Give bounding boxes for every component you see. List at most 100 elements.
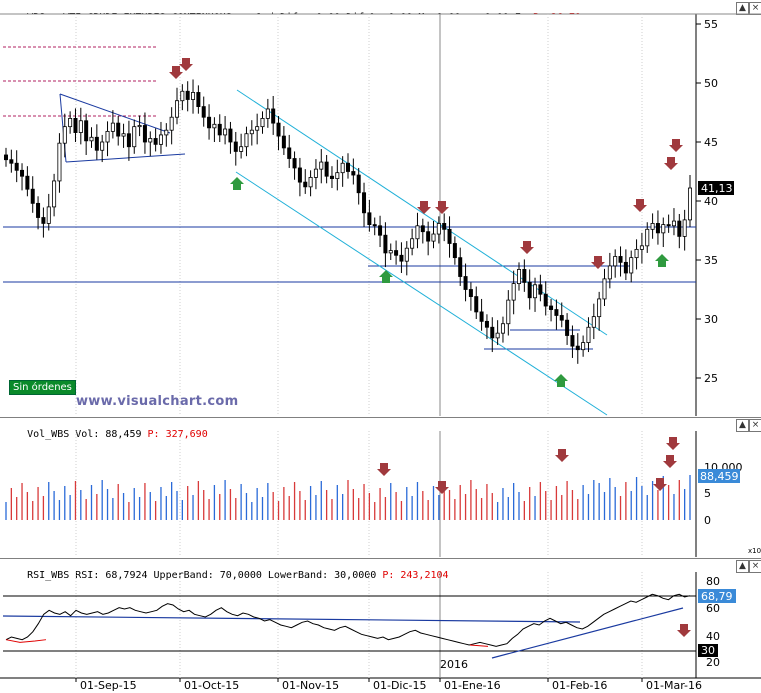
- candle-body: [602, 278, 607, 300]
- candle-body: [586, 326, 591, 344]
- buy-arrow-icon: [554, 374, 568, 387]
- rsi-pane-maximize-button[interactable]: ▲: [736, 560, 749, 573]
- rsi-oversold-segment: [469, 644, 489, 647]
- candle-body: [388, 250, 393, 254]
- date-label: 01-Mar-16: [646, 679, 702, 692]
- candle-body: [378, 225, 383, 236]
- candle-body: [180, 90, 185, 102]
- rsi-lower-value-label: 30: [701, 644, 715, 657]
- sell-arrow-icon: [435, 201, 449, 214]
- rsi-ytick-label: 20: [706, 656, 720, 669]
- price-ytick-label: 35: [704, 254, 718, 267]
- candle-body: [116, 122, 121, 137]
- candle-body: [533, 284, 538, 299]
- candle-body: [36, 202, 41, 218]
- rsi-lower-value-box: [698, 644, 718, 657]
- candle-body: [244, 133, 249, 148]
- candle-body: [570, 335, 575, 347]
- buy-arrow-icon: [379, 270, 393, 283]
- candle-body: [287, 147, 292, 159]
- candle-body: [126, 133, 131, 148]
- date-label: 01-Nov-15: [282, 679, 339, 692]
- candle-body: [431, 233, 436, 242]
- candle-body: [559, 315, 564, 321]
- candle-body: [383, 234, 388, 254]
- candle-body: [14, 162, 19, 171]
- candle-body: [607, 265, 612, 280]
- candle-body: [565, 319, 570, 336]
- candle-body: [468, 289, 473, 297]
- date-label: 01-Oct-15: [184, 679, 239, 692]
- sell-arrow-icon: [663, 455, 677, 468]
- candle-body: [666, 224, 671, 227]
- rsi-resistance-line: [2, 615, 581, 623]
- price-last-value-box: [698, 181, 734, 195]
- candle-body: [164, 129, 169, 136]
- price-ytick-label: 55: [704, 18, 718, 31]
- candle-body: [153, 138, 158, 145]
- sell-arrow-icon: [666, 437, 680, 450]
- rsi-pane[interactable]: RSI_WBS RSI: 68,7924 UpperBand: 70,0000 …: [0, 558, 761, 693]
- date-label: 01-Dic-15: [373, 679, 427, 692]
- candle-body: [506, 299, 511, 325]
- candle-body: [335, 172, 340, 179]
- candle-body: [554, 309, 559, 316]
- candle-body: [201, 106, 206, 118]
- candle-body: [410, 238, 415, 249]
- sell-arrow-icon: [435, 481, 449, 494]
- candle-body: [474, 296, 479, 313]
- candle-body: [479, 311, 484, 322]
- price-pane[interactable]: WBS - WTI CRUDE FUTURES CONTINUOUS - 1 d…: [0, 0, 761, 416]
- buy-arrow-icon: [230, 177, 244, 190]
- candle-body: [511, 283, 516, 301]
- candle-body: [94, 136, 99, 151]
- candle-body: [105, 130, 110, 143]
- sell-arrow-icon: [417, 201, 431, 214]
- candle-body: [484, 320, 489, 328]
- volume-pane[interactable]: Vol_WBS Vol: 88,459 P: 327,690 ▲ × 10,00…: [0, 417, 761, 557]
- candle-body: [89, 136, 94, 142]
- candle-body: [158, 134, 163, 145]
- candle-body: [169, 116, 174, 131]
- volume-pane-close-button[interactable]: ×: [749, 419, 761, 432]
- candle-body: [372, 224, 377, 227]
- price-chart[interactable]: 25 30 35 40 45 50 55 41,13: [0, 0, 761, 416]
- candle-body: [319, 161, 324, 170]
- date-label: 01-Ene-16: [444, 679, 501, 692]
- candle-body: [25, 175, 30, 190]
- sell-arrow-icon: [520, 241, 534, 254]
- price-ytick-label: 40: [704, 195, 718, 208]
- volume-pane-maximize-button[interactable]: ▲: [736, 419, 749, 432]
- candle-body: [629, 257, 634, 274]
- rsi-pane-close-button[interactable]: ×: [749, 560, 761, 573]
- candle-body: [495, 332, 500, 339]
- candle-body: [281, 135, 286, 149]
- candle-body: [228, 128, 233, 143]
- candle-body: [297, 167, 302, 183]
- candle-body: [527, 282, 532, 299]
- sell-arrow-icon: [591, 256, 605, 269]
- candle-body: [57, 142, 62, 182]
- candle-body: [174, 100, 179, 118]
- candle-body: [68, 118, 73, 128]
- candle-body: [420, 225, 425, 233]
- candle-body: [415, 225, 420, 240]
- candle-body: [442, 223, 447, 230]
- candle-body: [688, 187, 693, 221]
- candle-body: [185, 90, 190, 100]
- candle-body: [4, 154, 9, 161]
- volume-header-p-value: P: 327,690: [147, 429, 208, 440]
- candle-body: [78, 120, 83, 133]
- candle-body: [549, 305, 554, 310]
- candle-body: [137, 125, 142, 128]
- candle-body: [671, 220, 676, 227]
- rsi-ytick-label: 80: [706, 575, 720, 588]
- rsi-chart[interactable]: 80 60 40 20 68,79 30 2016 01-Sep-15 01-Oct-15 01-…: [0, 558, 761, 693]
- volume-last-value-label: 88,459: [700, 470, 739, 483]
- candle-body: [196, 92, 201, 108]
- candle-body: [271, 108, 276, 124]
- candle-body: [41, 217, 46, 224]
- orders-status-badge: Sin órdenes: [9, 380, 76, 395]
- candle-body: [458, 257, 463, 277]
